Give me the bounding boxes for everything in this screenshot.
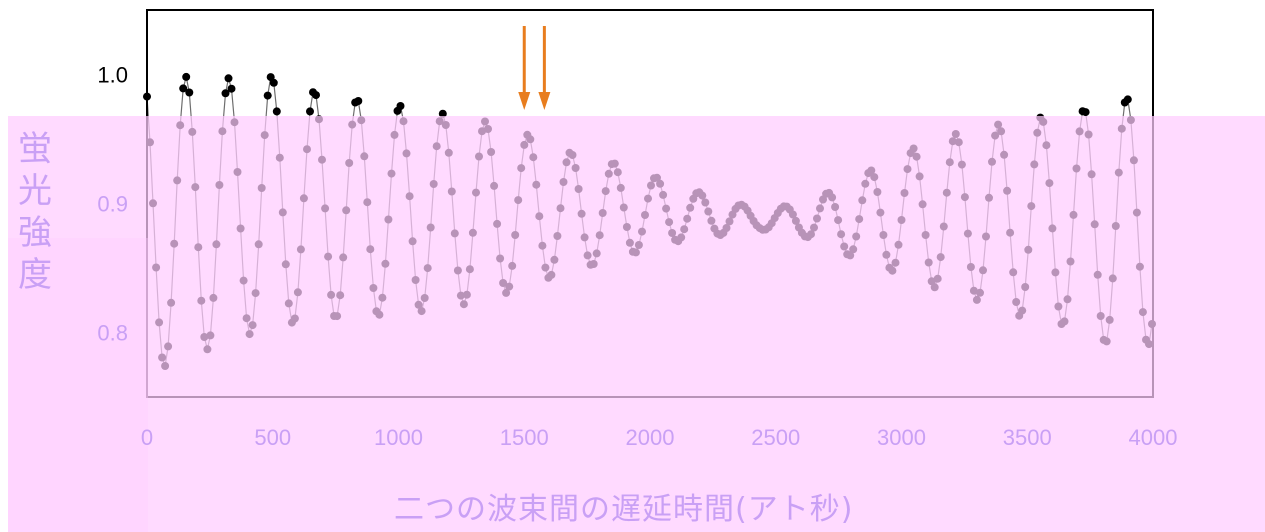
y-tick-label: 0.9 — [97, 192, 128, 217]
data-point — [1081, 108, 1090, 117]
data-point — [312, 91, 320, 100]
data-point — [227, 84, 236, 93]
annotation-arrows — [518, 26, 551, 110]
data-point — [438, 109, 447, 118]
annotation-arrow-head — [518, 92, 531, 110]
y-axis-title-char: 度 — [18, 255, 52, 295]
x-axis-title: 二つの波束間の遅延時間(アト秒) — [394, 492, 854, 527]
data-point — [306, 107, 314, 116]
x-axis-ticks: 0 500 1000 1500 2000 2500 3000 3500 4000 — [141, 425, 1178, 450]
y-axis-title-char: 光 — [18, 171, 52, 211]
x-tick-label: 2500 — [751, 425, 800, 450]
y-tick-label: 1.0 — [97, 63, 128, 88]
y-axis-ticks: 1.0 0.9 0.8 — [97, 63, 128, 346]
annotation-arrow-head — [538, 92, 551, 110]
data-point — [224, 74, 233, 83]
y-tick-label: 0.8 — [97, 321, 128, 346]
x-tick-label: 0 — [141, 425, 153, 450]
x-tick-label: 4000 — [1129, 425, 1178, 450]
x-tick-label: 500 — [254, 425, 291, 450]
data-point — [221, 89, 230, 98]
pink-overlay-lower — [8, 238, 148, 532]
data-point — [185, 88, 194, 97]
x-tick-label: 2000 — [626, 425, 675, 450]
data-point — [354, 97, 363, 105]
data-point — [396, 102, 405, 110]
x-tick-label: 3500 — [1003, 425, 1052, 450]
x-tick-label: 1000 — [374, 425, 423, 450]
data-point — [182, 72, 191, 81]
data-point — [1123, 95, 1132, 104]
y-axis-title-char: 蛍 — [18, 129, 52, 169]
pink-overlay — [8, 116, 1265, 532]
data-point — [272, 107, 281, 116]
x-tick-label: 1500 — [500, 425, 549, 450]
y-axis-title: 蛍光強度 — [18, 128, 58, 296]
data-point — [263, 91, 272, 100]
data-point — [269, 78, 278, 87]
x-tick-label: 3000 — [877, 425, 926, 450]
data-point — [179, 84, 188, 93]
y-axis-title-char: 強 — [18, 213, 52, 253]
